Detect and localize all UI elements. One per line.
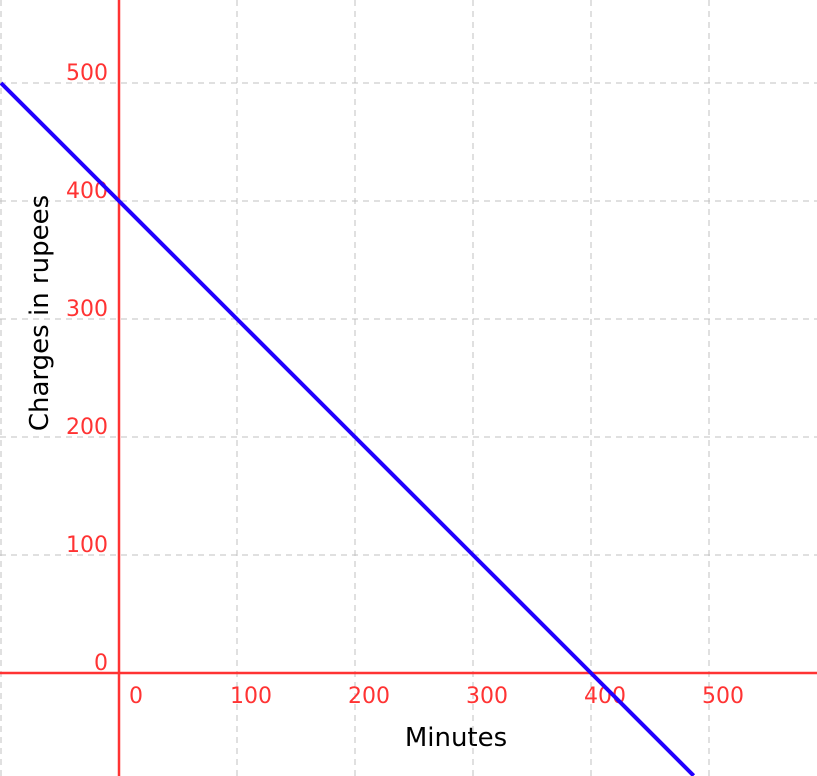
x-tick-label: 0 xyxy=(129,684,143,709)
x-tick-label: 200 xyxy=(348,684,390,709)
x-tick-label: 300 xyxy=(466,684,508,709)
x-tick-label: 100 xyxy=(230,684,272,709)
y-axis-label: Charges in rupees xyxy=(25,195,55,431)
y-tick-label: 500 xyxy=(66,61,108,86)
series-line xyxy=(0,81,696,776)
y-tick-label: 200 xyxy=(66,415,108,440)
y-tick-label: 300 xyxy=(66,297,108,322)
series xyxy=(0,81,696,776)
y-tick-label: 0 xyxy=(94,651,108,676)
x-tick-label: 500 xyxy=(702,684,744,709)
x-axis-label: Minutes xyxy=(405,723,507,753)
y-tick-label: 100 xyxy=(66,533,108,558)
